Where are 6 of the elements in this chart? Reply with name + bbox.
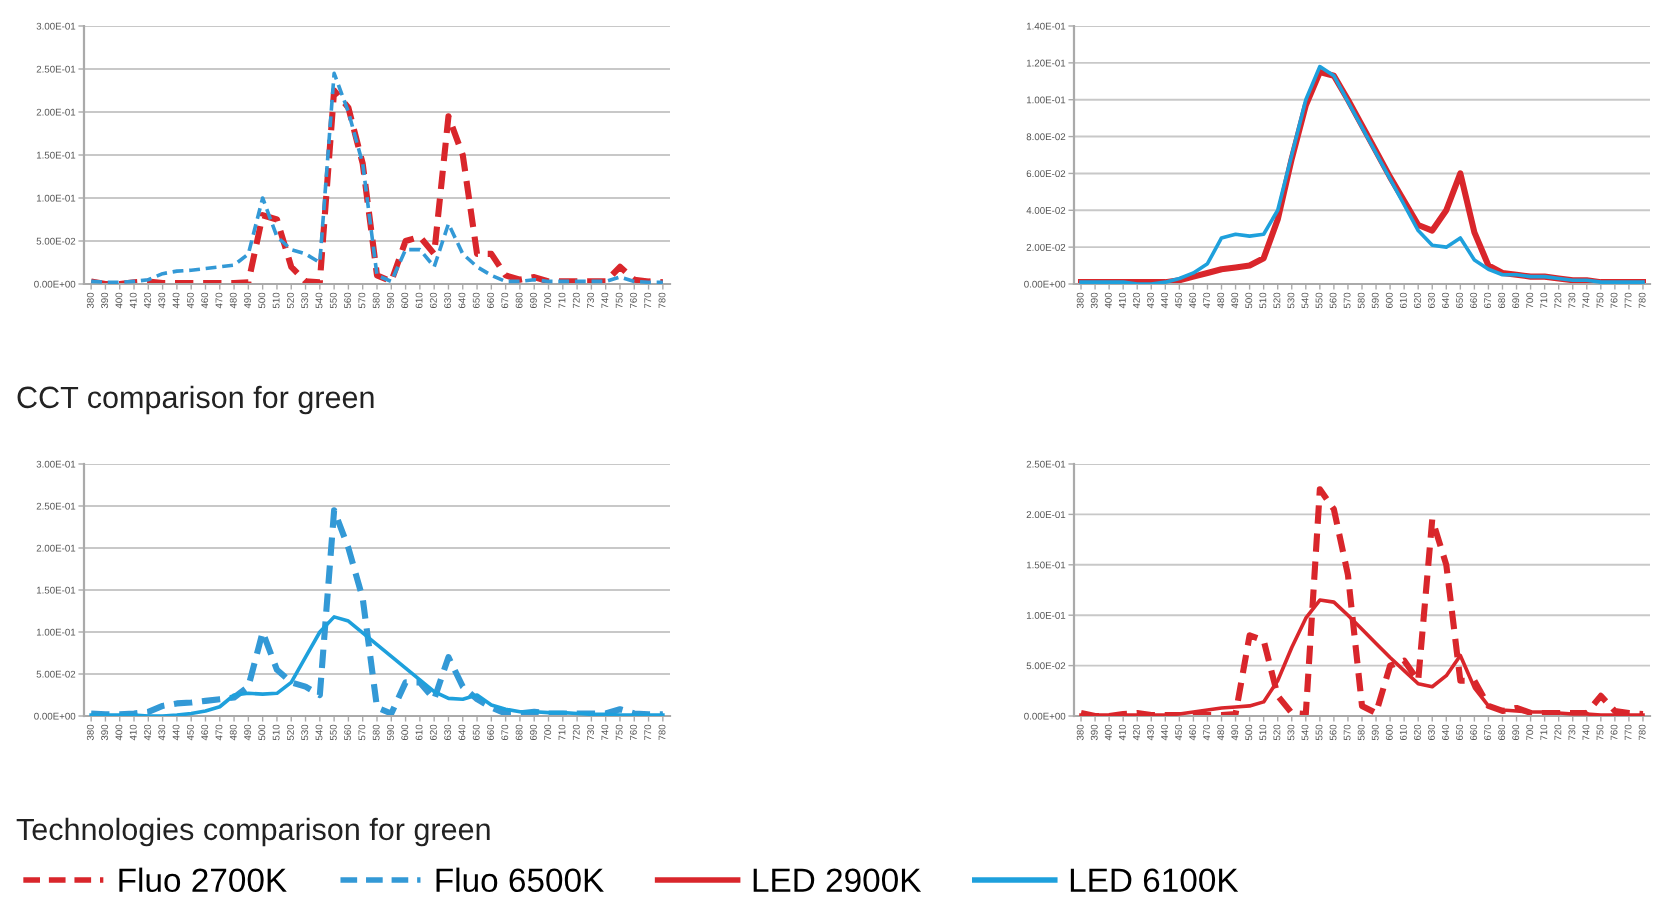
legend-label: LED 2900K [753,868,922,893]
text: Technologies comparison for green [16,817,490,847]
legend-label: Fluo 6500K [436,867,604,893]
text: CCT comparison for green [17,385,374,415]
legend-label: LED 6100K [1070,868,1239,893]
legend-label: Fluo 2700K [119,867,287,893]
